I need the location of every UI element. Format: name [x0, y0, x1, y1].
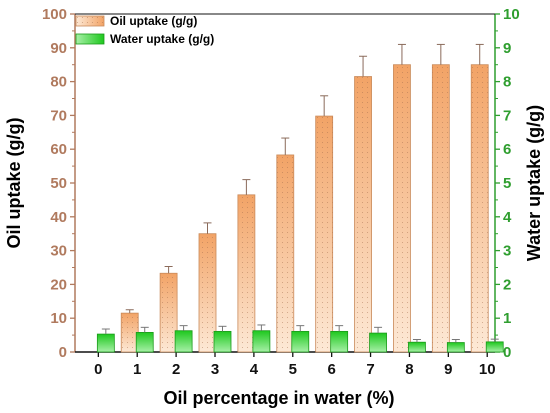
y2-tick-label: 8	[503, 74, 511, 91]
y2-tick-label: 10	[503, 6, 520, 23]
x-axis-title: Oil percentage in water (%)	[163, 388, 394, 408]
y-tick-label: 60	[50, 141, 67, 158]
y2-tick-label: 7	[503, 107, 511, 124]
water-bar	[291, 330, 310, 353]
y2-tick-label: 2	[503, 276, 511, 293]
x-tick-label: 5	[289, 361, 297, 378]
x-tick-label: 4	[250, 361, 259, 378]
oil-bar-texture	[315, 116, 333, 353]
y2-tick-label: 5	[503, 175, 511, 192]
x-tick-label: 8	[405, 361, 413, 378]
water-bar	[330, 330, 349, 353]
y-tick-label: 50	[50, 175, 67, 192]
y-tick-label: 0	[59, 344, 67, 361]
water-bar	[135, 331, 154, 353]
water-bar	[485, 341, 504, 353]
x-tick-label: 3	[211, 361, 219, 378]
oil-bar-texture	[354, 76, 372, 352]
oil-bar-texture	[471, 64, 489, 352]
x-tick-label: 6	[327, 361, 335, 378]
y2-tick-label: 3	[503, 243, 511, 260]
water-bar	[96, 333, 115, 353]
x-tick-label: 2	[172, 361, 180, 378]
oil-bar-texture	[393, 64, 411, 352]
y-axis-title: Oil uptake (g/g)	[4, 117, 24, 248]
y2-tick-label: 9	[503, 40, 511, 57]
y-tick-label: 20	[50, 276, 67, 293]
water-bar	[252, 330, 271, 353]
x-tick-label: 10	[479, 361, 496, 378]
y2-tick-label: 4	[503, 209, 512, 226]
oil-bar-texture	[199, 233, 216, 352]
water-bar	[369, 332, 387, 353]
y-tick-label: 30	[50, 243, 67, 260]
x-tick-label: 1	[133, 361, 141, 378]
oil-bar-texture	[432, 64, 450, 352]
legend: Oil uptake (g/g) Water uptake (g/g)	[75, 14, 214, 46]
y-tick-label: 90	[50, 40, 67, 57]
x-tick-label: 7	[366, 361, 374, 378]
legend-label-water: Water uptake (g/g)	[110, 32, 214, 46]
oil-bar-texture	[237, 194, 255, 352]
legend-swatch-water	[75, 33, 105, 45]
oil-bar-texture	[121, 313, 139, 352]
x-tick-label: 9	[444, 361, 452, 378]
y-tick-label: 100	[42, 6, 67, 23]
legend-item-oil: Oil uptake (g/g)	[75, 14, 197, 28]
y-tick-label: 70	[50, 107, 67, 124]
y2-axis-title: Water uptake (g/g)	[524, 105, 544, 261]
legend-item-water: Water uptake (g/g)	[75, 32, 214, 46]
legend-label-oil: Oil uptake (g/g)	[110, 14, 197, 28]
oil-bar-texture	[160, 273, 178, 352]
y2-tick-label: 0	[503, 344, 511, 361]
y2-tick-label: 6	[503, 141, 511, 158]
water-bar	[174, 330, 193, 353]
water-bar	[446, 342, 465, 353]
y-tick-label: 40	[50, 209, 67, 226]
y-tick-label: 80	[50, 74, 67, 91]
y2-tick-label: 1	[503, 310, 511, 327]
water-bar	[213, 330, 232, 353]
x-tick-label: 0	[94, 361, 102, 378]
water-bar	[408, 341, 426, 353]
oil-bar-texture	[276, 154, 294, 352]
y-tick-label: 10	[50, 310, 67, 327]
